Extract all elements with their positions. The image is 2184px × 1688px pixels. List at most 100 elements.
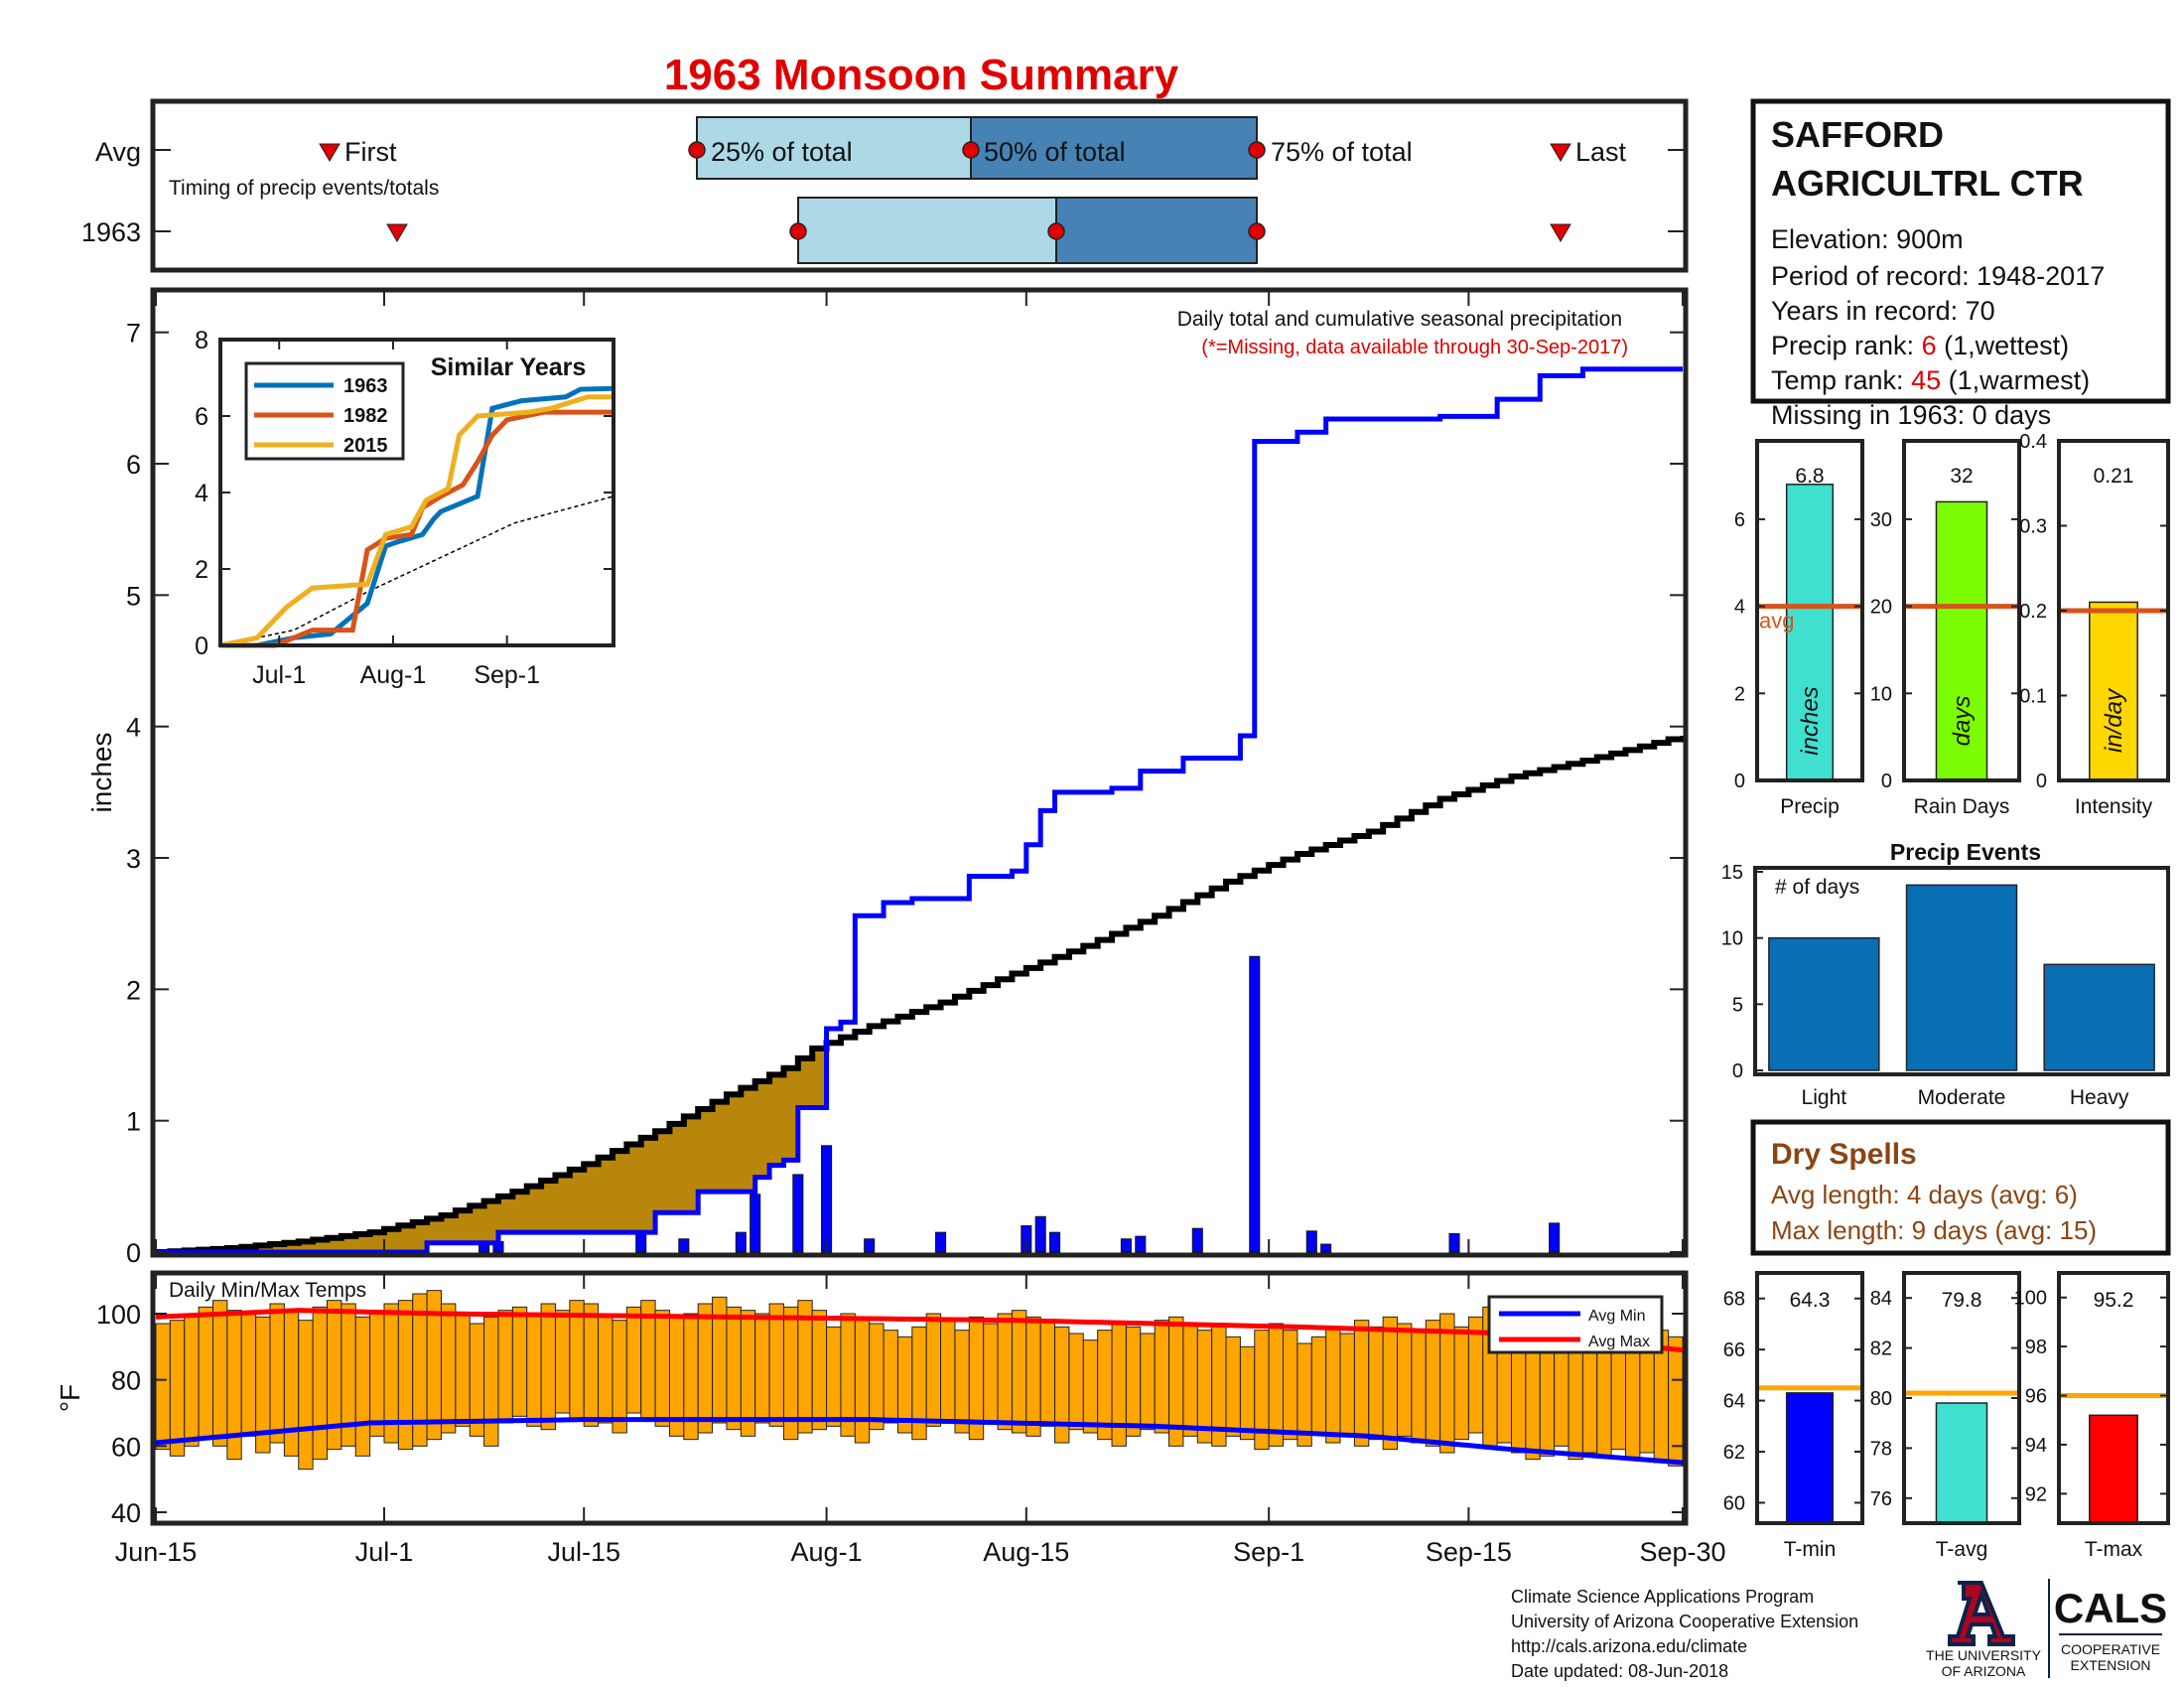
figure-title: 1963 Monsoon Summary — [664, 51, 1179, 99]
daily-temp-bar — [1339, 1333, 1355, 1437]
tmin_panel-y-tick-label: 68 — [1723, 1289, 1745, 1311]
main-y-tick-label: 1 — [126, 1107, 141, 1137]
footer-line2: University of Arizona Cooperative Extens… — [1511, 1612, 1858, 1631]
timing-p75-label: 75% of total — [1271, 137, 1413, 167]
main-y-tick-label: 0 — [126, 1238, 141, 1268]
x-tick-label: Jul-15 — [547, 1537, 620, 1567]
daily-temp-bar — [211, 1300, 228, 1447]
intensity_panel-y-tick-label: 0.3 — [2019, 516, 2047, 538]
daily-precip-bar — [935, 1231, 947, 1253]
raindays_panel-frame — [1902, 439, 2021, 782]
daily-temp-bar — [1011, 1310, 1027, 1434]
daily-temp-bar — [1154, 1320, 1170, 1434]
precip-events-y-tick-label: 5 — [1732, 994, 1743, 1016]
daily-temp-bar — [298, 1320, 314, 1471]
tavg_panel: 79.8 T-avg 76 78 80 82 84 — [1870, 1271, 2021, 1561]
tmax_panel-y-tick-label: 94 — [2025, 1435, 2047, 1457]
station-years: Years in record: 70 — [1771, 296, 1995, 326]
footer-line4: Date updated: 08-Jun-2018 — [1511, 1661, 1728, 1681]
daily-temp-bar — [1182, 1323, 1198, 1437]
daily-precip-bar — [735, 1231, 747, 1253]
main-y-tick-label: 6 — [126, 450, 141, 480]
inset-series-2015 — [219, 394, 614, 648]
precip_panel-value: 6.8 — [1795, 465, 1824, 488]
avg-min-line — [155, 1417, 1684, 1466]
temp-legend-max: Avg Max — [1588, 1334, 1650, 1350]
raindays_panel-y-tick-label: 20 — [1870, 597, 1892, 619]
daily-precip-bar — [792, 1174, 804, 1253]
x-tick-label: Aug-15 — [983, 1537, 1069, 1567]
precip_panel-y-tick-label: 0 — [1734, 771, 1745, 792]
average-cumulative-line — [156, 735, 1686, 1255]
intensity_panel-bar-text: in/day — [2101, 687, 2127, 753]
daily-temp-bar — [1239, 1345, 1256, 1441]
daily-temp-bar — [569, 1300, 585, 1421]
timing-avg-p50-marker — [962, 141, 980, 159]
intensity_panel: 0.21 Intensity in/day 0 0.1 0.2 0.3 0.4 — [2019, 431, 2170, 818]
daily-precip-bar — [821, 1145, 833, 1253]
timing-avg-box-low — [696, 116, 972, 180]
timing-year-first-marker — [386, 223, 408, 242]
daily-temp-bar — [155, 1323, 171, 1451]
intensity_panel-y-tick-label: 0.4 — [2019, 431, 2047, 453]
below-average-area — [170, 1048, 827, 1252]
main-chart-frame — [150, 287, 1689, 1258]
timing-p50-label: 50% of total — [984, 137, 1126, 167]
daily-temp-bar — [1568, 1339, 1583, 1461]
daily-temp-bar — [283, 1310, 300, 1457]
footer-line1: Climate Science Applications Program — [1511, 1587, 1814, 1607]
tmax_panel: 95.2 T-max 92 94 96 98 100 — [2014, 1271, 2170, 1561]
daily-temp-bar — [1453, 1326, 1469, 1441]
daily-temp-bar — [369, 1313, 385, 1437]
precip-events-y-tick-label: 15 — [1721, 862, 1743, 884]
tavg_panel-y-tick-label: 80 — [1870, 1388, 1892, 1410]
station-name-line2: AGRICULTRL CTR — [1771, 163, 2084, 204]
precip-events-panel: Precip Events Light Moderate Heavy 0 5 10 15 #… — [1721, 839, 2170, 1109]
tavg_panel-y-tick-label: 76 — [1870, 1488, 1892, 1510]
timing-avg-last-marker — [1550, 143, 1571, 162]
timing-avg-box-high — [970, 116, 1258, 180]
precip-events-bars: Light Moderate Heavy 0 5 10 15 — [1721, 862, 2155, 1109]
daily-temp-bar — [697, 1303, 714, 1434]
precip-events-bar — [1768, 936, 1880, 1071]
daily-temp-bar — [1125, 1326, 1142, 1437]
station-temp-rank: Temp rank: 45 (1,warmest) — [1771, 365, 2090, 395]
dry-spells-panel: Dry Spells Avg length: 4 days (avg: 6) M… — [1750, 1119, 2171, 1256]
tmin_panel-bar — [1785, 1392, 1835, 1524]
timing-avg-p75-marker — [1248, 141, 1266, 159]
x-tick-label: Sep-30 — [1639, 1537, 1725, 1567]
daily-temp-bar — [1425, 1320, 1441, 1447]
timing-row-year: 1963 — [81, 217, 141, 247]
inset-series-1963 — [220, 385, 614, 648]
main-note2: (*=Missing, data available through 30-Se… — [1201, 337, 1628, 358]
precip-events-label: # of days — [1775, 876, 1859, 899]
tmin_panel-xlabel: T-min — [1784, 1538, 1837, 1561]
precip-events-category: Light — [1802, 1086, 1847, 1109]
timing-p25-label: 25% of total — [711, 137, 853, 167]
main-x-axis — [155, 290, 1684, 1255]
daily-precip-bar — [1135, 1235, 1147, 1253]
university-logo: THE UNIVERSITY OF ARIZONA CALS COOPERATI… — [1926, 1579, 2167, 1679]
timing-year-p50-marker — [1047, 222, 1065, 240]
raindays_panel-y-tick-label: 30 — [1870, 509, 1892, 531]
cals-text: CALS — [2054, 1585, 2167, 1631]
daily-precip-bar — [1191, 1227, 1203, 1253]
daily-temp-bar — [1283, 1330, 1298, 1441]
inset-x-tick-label: Jul-1 — [252, 661, 306, 689]
daily-temp-bar — [540, 1303, 556, 1431]
daily-temp-bar — [768, 1303, 784, 1427]
coop-text-line2: EXTENSION — [2071, 1657, 2151, 1673]
timing-row-avg: Avg — [95, 137, 141, 167]
tmin_panel: 64.3 T-min 60 62 64 66 68 — [1723, 1271, 1864, 1561]
station-name-line1: SAFFORD — [1771, 114, 1944, 155]
dry-spells-title: Dry Spells — [1771, 1138, 1917, 1171]
tmax_panel-value: 95.2 — [2094, 1289, 2134, 1312]
daily-temp-bar — [312, 1306, 328, 1461]
daily-temp-bar — [1068, 1333, 1084, 1431]
x-tick-label: Jul-1 — [355, 1537, 414, 1567]
precip_panel-bar-text: inches — [1797, 686, 1824, 755]
tmax_panel-y-tick-label: 92 — [2025, 1483, 2047, 1505]
station-box — [1750, 98, 2171, 404]
tmax_panel-y-tick-label: 98 — [2025, 1336, 2047, 1358]
daily-temp-bar — [811, 1310, 828, 1431]
